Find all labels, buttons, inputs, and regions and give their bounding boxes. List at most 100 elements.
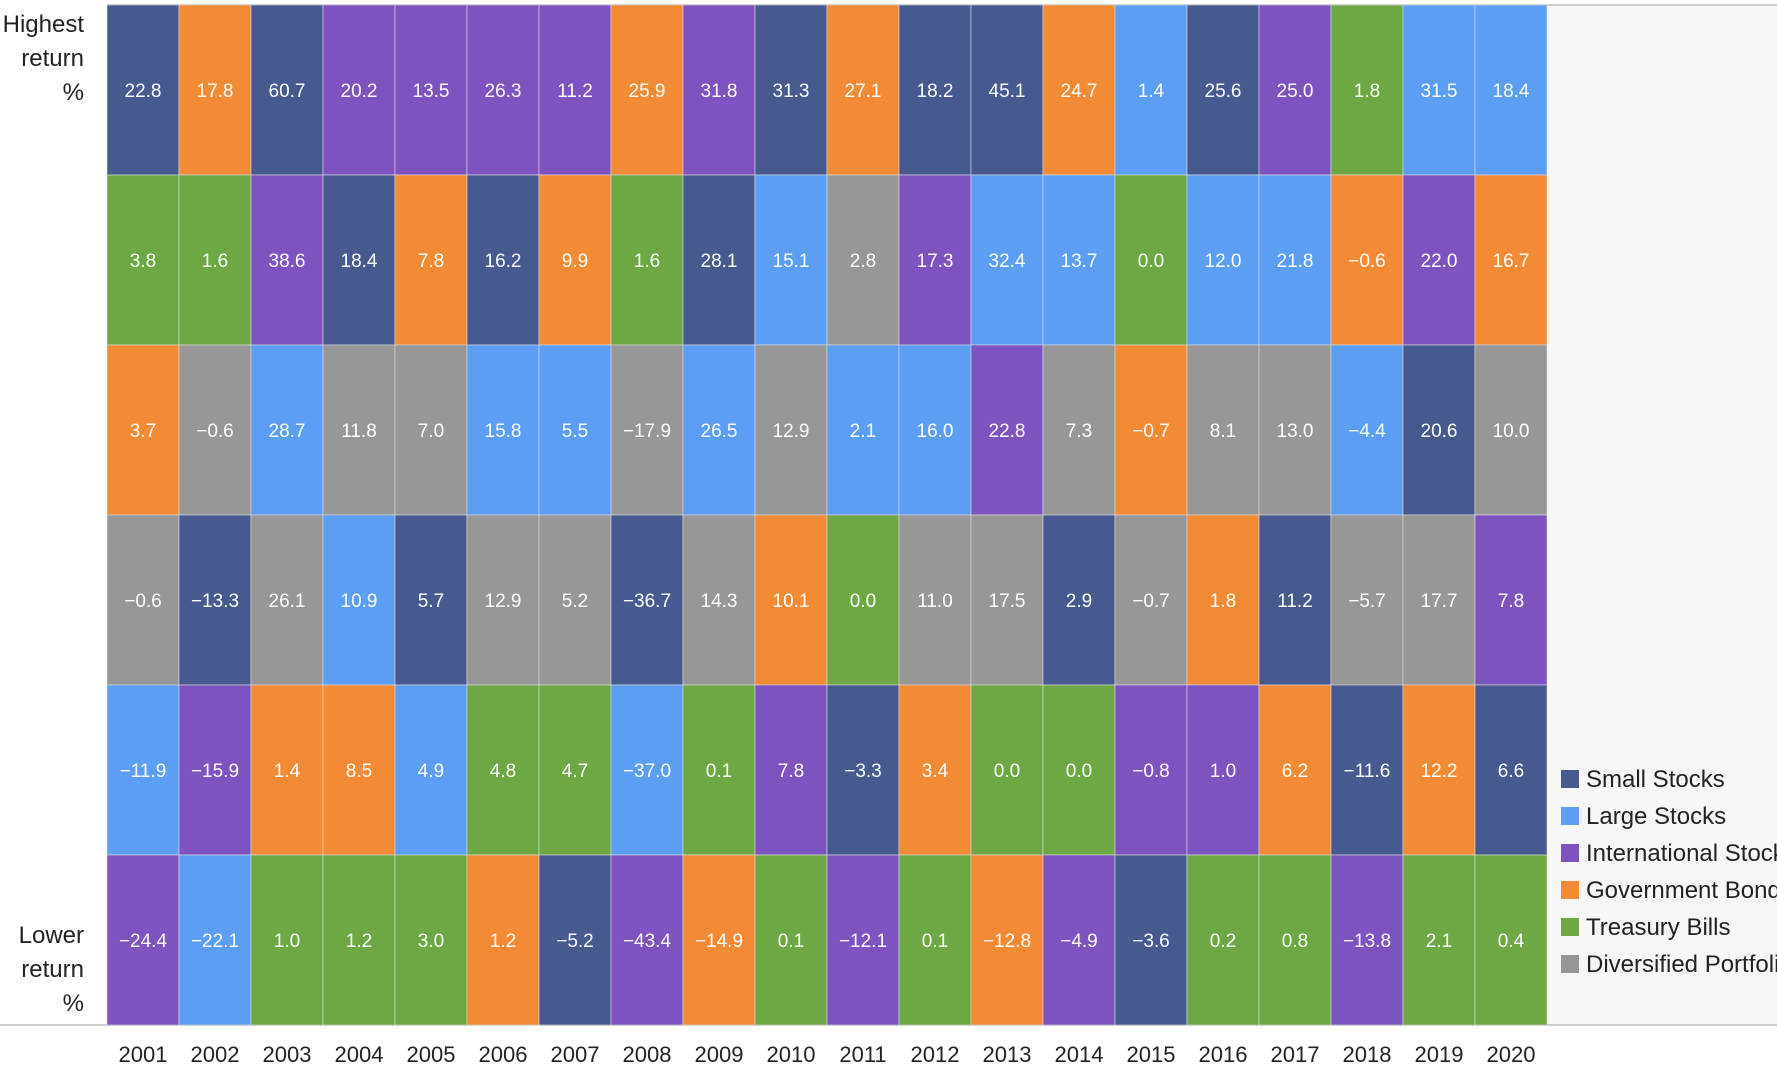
cell-value-label: 22.8 (989, 421, 1026, 442)
cell-value-label: −12.1 (839, 931, 887, 952)
quilt-cell (250, 174, 324, 346)
quilt-cell (682, 684, 756, 856)
quilt-cell (754, 4, 828, 176)
cell-value-label: 6.2 (1282, 761, 1308, 782)
cell-value-label: 17.7 (1421, 591, 1458, 612)
quilt-cell (682, 854, 756, 1026)
cell-value-label: −11.6 (1344, 761, 1391, 782)
cell-value-label: 0.1 (778, 931, 804, 952)
cell-value-label: 26.3 (485, 81, 522, 102)
cell-value-label: 25.9 (629, 81, 666, 102)
cell-value-label: 1.4 (1138, 81, 1165, 102)
quilt-cell (1402, 174, 1476, 346)
cell-value-label: 7.0 (418, 421, 444, 442)
cell-value-label: −3.6 (1132, 931, 1170, 952)
legend-entry-label: International Stocks (1586, 840, 1777, 867)
cell-value-label: 7.8 (778, 761, 804, 782)
year-tick-label: 2013 (983, 1042, 1032, 1066)
top-label-line-2: return (21, 45, 84, 72)
cell-value-label: 26.1 (269, 591, 306, 612)
cell-value-label: −36.7 (623, 591, 671, 612)
cell-value-label: 12.2 (1421, 761, 1458, 782)
cell-value-label: 8.5 (346, 761, 372, 782)
cell-value-label: 18.2 (917, 81, 954, 102)
quilt-cell (394, 854, 468, 1026)
quilt-cell (1474, 344, 1548, 516)
cell-value-label: 0.1 (922, 931, 948, 952)
quilt-cell (754, 174, 828, 346)
legend: Small Stocks Large Stocks International St… (1561, 766, 1777, 978)
cell-value-label: −0.7 (1132, 421, 1170, 442)
quilt-cell (394, 344, 468, 516)
quilt-cell (106, 174, 180, 346)
cell-value-label: 0.0 (1066, 761, 1092, 782)
cell-value-label: 13.0 (1277, 421, 1314, 442)
cell-value-label: 5.2 (562, 591, 588, 612)
quilt-cell (1114, 4, 1188, 176)
quilt-cell (178, 684, 252, 856)
cell-value-label: −17.9 (623, 421, 671, 442)
quilt-cell (970, 344, 1044, 516)
cell-value-label: 12.9 (485, 591, 522, 612)
cell-value-label: 4.7 (562, 761, 588, 782)
cell-value-label: 28.1 (701, 251, 738, 272)
cell-value-label: −0.6 (124, 591, 162, 612)
cell-value-label: −13.8 (1343, 931, 1391, 952)
year-tick-label: 2014 (1055, 1042, 1104, 1066)
cell-value-label: 0.2 (1210, 931, 1236, 952)
quilt-cell (322, 174, 396, 346)
cell-value-label: 1.4 (274, 761, 301, 782)
quilt-cell (1402, 344, 1476, 516)
quilt-cell (970, 514, 1044, 686)
quilt-cell (1042, 854, 1116, 1026)
year-tick-label: 2005 (407, 1042, 456, 1066)
cell-value-label: 17.8 (197, 81, 234, 102)
cell-value-label: −4.9 (1060, 931, 1098, 952)
cell-value-label: −4.4 (1348, 421, 1386, 442)
legend-swatch (1561, 955, 1579, 973)
legend-entry-label: Large Stocks (1586, 803, 1726, 830)
quilt-cell (1186, 854, 1260, 1026)
quilt-cell (394, 4, 468, 176)
quilt-cell (1186, 514, 1260, 686)
cell-value-label: 0.0 (850, 591, 876, 612)
quilt-cell (610, 854, 684, 1026)
quilt-cell (826, 854, 900, 1026)
cell-value-label: 9.9 (562, 251, 588, 272)
cell-value-label: 27.1 (845, 81, 882, 102)
cell-value-label: 32.4 (989, 251, 1026, 272)
cell-value-label: −13.3 (191, 591, 239, 612)
cell-value-label: 18.4 (1493, 81, 1530, 102)
quilt-cell (1402, 854, 1476, 1026)
quilt-cell (970, 854, 1044, 1026)
cell-value-label: −22.1 (191, 931, 239, 952)
cell-value-label: 1.6 (202, 251, 228, 272)
cell-value-label: 16.2 (485, 251, 522, 272)
quilt-cell (1330, 174, 1404, 346)
quilt-cell (538, 4, 612, 176)
quilt-cell (898, 4, 972, 176)
cell-value-label: 1.0 (1210, 761, 1236, 782)
quilt-cell (826, 684, 900, 856)
quilt-cell (178, 854, 252, 1026)
quilt-cell (610, 344, 684, 516)
quilt-cell (106, 684, 180, 856)
quilt-cell (1330, 684, 1404, 856)
cell-value-label: 26.5 (701, 421, 738, 442)
quilt-cell (1186, 344, 1260, 516)
cell-value-label: 6.6 (1498, 761, 1524, 782)
cell-value-label: 22.8 (125, 81, 162, 102)
cell-value-label: 25.6 (1205, 81, 1242, 102)
quilt-cell (1042, 4, 1116, 176)
quilt-cell (1330, 514, 1404, 686)
quilt-cell (106, 4, 180, 176)
cell-value-label: 1.8 (1210, 591, 1236, 612)
quilt-cell (898, 514, 972, 686)
cell-value-label: 31.3 (773, 81, 810, 102)
year-tick-label: 2007 (551, 1042, 600, 1066)
cell-value-label: 15.8 (485, 421, 522, 442)
cell-value-label: 1.2 (490, 931, 516, 952)
quilt-cell (1258, 174, 1332, 346)
legend-swatch (1561, 770, 1579, 788)
